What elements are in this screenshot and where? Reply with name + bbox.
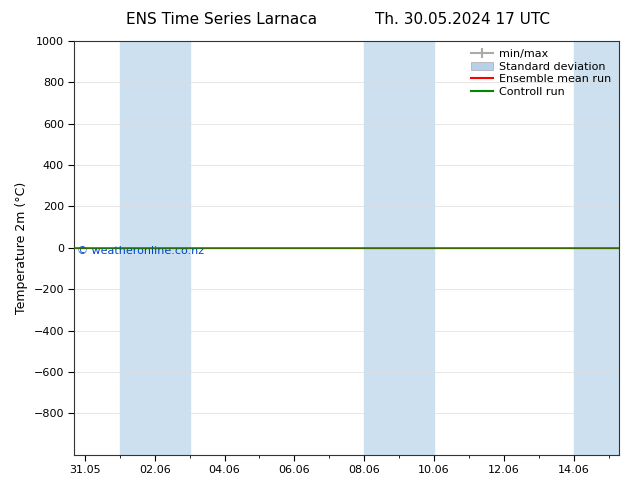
- Text: © weatheronline.co.nz: © weatheronline.co.nz: [77, 246, 204, 256]
- Bar: [364, 41, 399, 455]
- Bar: [399, 41, 434, 455]
- Bar: [574, 41, 619, 455]
- Text: Th. 30.05.2024 17 UTC: Th. 30.05.2024 17 UTC: [375, 12, 550, 27]
- Bar: [120, 41, 190, 455]
- Legend: min/max, Standard deviation, Ensemble mean run, Controll run: min/max, Standard deviation, Ensemble me…: [467, 45, 616, 101]
- Y-axis label: Temperature 2m (°C): Temperature 2m (°C): [15, 182, 28, 314]
- Text: ENS Time Series Larnaca: ENS Time Series Larnaca: [126, 12, 318, 27]
